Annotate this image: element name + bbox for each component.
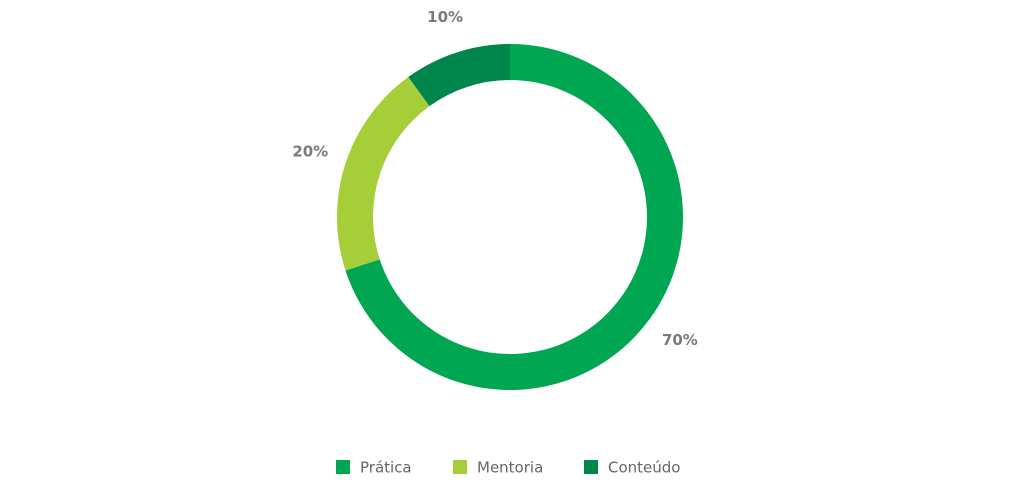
donut-segment (336, 77, 430, 271)
data-label: 70% (662, 331, 698, 349)
data-label: 20% (292, 143, 328, 161)
legend-swatch (453, 460, 467, 474)
legend-label: Prática (360, 459, 412, 477)
data-label: 10% (427, 8, 463, 26)
legend-swatch (336, 460, 350, 474)
legend-label: Mentoria (477, 459, 543, 477)
donut-segment (408, 44, 510, 107)
legend-swatch (584, 460, 598, 474)
legend-label: Conteúdo (608, 459, 680, 477)
